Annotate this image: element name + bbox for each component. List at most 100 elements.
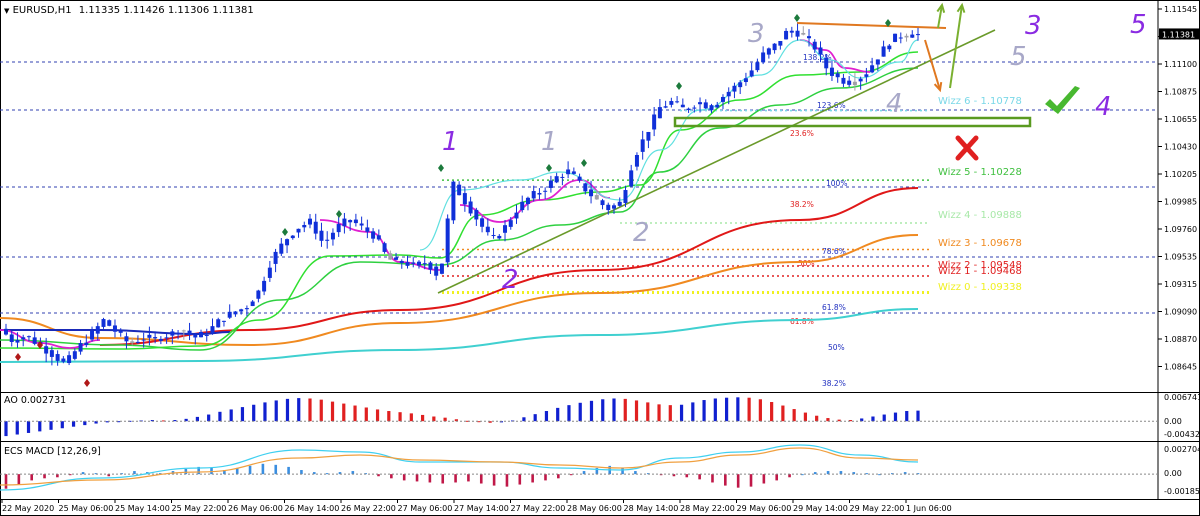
ao-bar xyxy=(792,409,796,422)
candle xyxy=(726,91,731,97)
candle xyxy=(49,350,54,357)
candle xyxy=(755,62,760,71)
trendlines xyxy=(437,22,1032,294)
candle xyxy=(686,108,691,111)
candle xyxy=(181,330,186,332)
ao-bar xyxy=(218,411,222,422)
price-tick-label: 1.11545 xyxy=(1164,5,1197,14)
up-arrow-2 xyxy=(949,2,966,89)
time-tick-label: 26 May 14:00 xyxy=(285,504,340,513)
candle xyxy=(118,331,123,333)
ao-bar xyxy=(522,417,526,422)
ao-bar xyxy=(375,409,380,422)
ao-bar xyxy=(207,414,211,422)
macd-bar xyxy=(685,474,689,478)
candle xyxy=(107,320,112,326)
candle xyxy=(239,309,244,312)
macd-bar xyxy=(916,473,920,475)
candle xyxy=(72,351,77,359)
candle xyxy=(807,36,812,39)
up-arrow-1 xyxy=(936,2,946,29)
macd-bar xyxy=(852,472,856,475)
candle xyxy=(841,77,846,84)
candle xyxy=(772,43,777,51)
candle xyxy=(434,266,439,276)
fractal-markers xyxy=(15,14,891,387)
ao-bar xyxy=(612,398,616,422)
candle xyxy=(623,190,628,204)
ema-red-line xyxy=(99,187,919,346)
macd-bar xyxy=(621,467,624,475)
candle xyxy=(554,176,559,183)
fractal-diamond xyxy=(676,82,682,90)
macd-bar xyxy=(158,473,162,475)
fractal-diamond-down xyxy=(84,379,90,387)
candle xyxy=(290,235,295,239)
current-price-badge xyxy=(1159,28,1199,40)
ao-bar xyxy=(601,399,605,422)
candle xyxy=(365,227,370,232)
candle xyxy=(543,190,548,192)
ao-bar xyxy=(657,404,661,422)
candle xyxy=(153,337,158,339)
candle xyxy=(801,32,806,35)
macd-bar xyxy=(724,474,727,486)
candle xyxy=(308,218,312,225)
ao-bar xyxy=(905,411,909,422)
macd-bar xyxy=(312,472,316,475)
macd-bar xyxy=(865,473,868,475)
candle xyxy=(858,78,863,82)
candle xyxy=(875,59,880,65)
macd-bar xyxy=(338,472,342,475)
wizz-level-label: Wizz 6 - 1.10778 xyxy=(938,96,1022,107)
candle xyxy=(480,218,485,227)
macd-bar xyxy=(505,474,509,487)
candle xyxy=(531,191,536,199)
candle xyxy=(634,154,639,167)
price-tick-label: 1.08870 xyxy=(1164,335,1197,344)
ao-bar xyxy=(353,405,357,422)
macd-bar xyxy=(248,465,252,475)
candle xyxy=(135,341,140,343)
candle xyxy=(881,46,886,57)
ao-bar xyxy=(646,402,650,422)
fractal-diamond-down xyxy=(37,341,43,349)
candle xyxy=(359,223,364,226)
candle xyxy=(612,205,616,209)
time-tick-label: 25 May 14:00 xyxy=(115,504,170,513)
ao-bar xyxy=(71,421,76,427)
price-tick-label: 1.09760 xyxy=(1164,225,1197,234)
candle xyxy=(112,325,117,332)
macd-bar xyxy=(120,473,123,475)
ao-bar xyxy=(252,404,256,422)
macd-bar xyxy=(300,470,303,475)
macd-bar xyxy=(210,467,213,475)
candle xyxy=(669,101,674,105)
candle xyxy=(646,131,651,141)
ao-bar xyxy=(94,421,98,424)
candle xyxy=(428,262,433,270)
fib-label: 78.6% xyxy=(822,247,846,256)
candle xyxy=(130,341,135,344)
macd-bar xyxy=(133,471,136,475)
macd-bar xyxy=(826,471,830,475)
fractal-diamond xyxy=(581,159,587,167)
ao-bar xyxy=(105,421,109,423)
fib-label: 38.2% xyxy=(822,379,846,388)
ao-bar xyxy=(691,402,695,422)
ao-bar xyxy=(702,400,706,422)
ao-bar xyxy=(837,419,841,422)
dropdown-arrow-icon[interactable]: ▼ xyxy=(4,7,10,15)
fib-label: 138.2% xyxy=(803,53,832,62)
wizz-level-label: Wizz 2 - 1.09548 xyxy=(938,260,1022,271)
time-tick-label: 1 Jun 06:00 xyxy=(906,504,952,513)
fib-label: 23.6% xyxy=(790,129,814,138)
arrow-shaft xyxy=(924,39,941,91)
candle xyxy=(141,339,146,341)
candle xyxy=(663,106,668,108)
ao-bar xyxy=(916,410,920,422)
macd-bar xyxy=(223,470,226,475)
candle xyxy=(766,48,771,55)
